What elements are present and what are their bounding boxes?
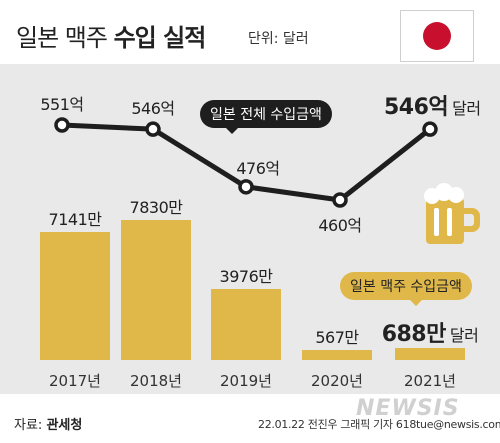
line-label-3: 460억 [318, 216, 362, 235]
title-bold: 수입 실적 [113, 24, 207, 52]
source-name: 관세청 [46, 418, 83, 433]
bar-3 [302, 349, 372, 360]
mug-body [426, 198, 464, 244]
line-point-3 [332, 192, 348, 208]
line-label-0: 551억 [40, 95, 84, 114]
credit-line: 22.01.22 전진우 그래픽 기자 618tue@newsis.com [258, 418, 500, 431]
x-tick-0: 2017년 [49, 372, 101, 390]
bar-2 [211, 288, 281, 360]
line-label-4: 546억 달러 [384, 95, 481, 121]
total-annotation: 일본 전체 수입금액 [200, 100, 332, 134]
watermark: NEWSIS [356, 396, 460, 421]
beer-annotation: 일본 맥주 수입금액 [340, 272, 472, 306]
chart-title: 일본 맥주 수입 실적 [16, 18, 207, 53]
line-point-0 [54, 117, 70, 133]
x-tick-1: 2018년 [130, 372, 182, 390]
line-label-2: 476억 [236, 158, 280, 178]
bar-label-2: 3976만 [219, 266, 273, 286]
bar-4 [395, 347, 465, 360]
beer-mug-icon [424, 183, 480, 244]
japan-flag-icon [400, 10, 474, 62]
mug-stripe-2 [447, 208, 452, 236]
source-line: 자료: 관세청 [14, 414, 82, 433]
line-label-1: 546억 [131, 99, 175, 119]
mug-stripe-1 [434, 208, 439, 236]
line-point-2 [238, 179, 254, 195]
line-point-1 [145, 121, 161, 137]
bar-label-0: 7141만 [48, 210, 102, 230]
bar-label-3: 567만 [315, 327, 359, 347]
x-tick-4: 2021년 [404, 372, 456, 390]
x-tick-2: 2019년 [220, 372, 272, 390]
flag-sun [423, 22, 451, 50]
line-point-4 [422, 121, 438, 137]
title-normal: 일본 맥주 [16, 24, 108, 52]
unit-label: 단위: 달러 [248, 31, 309, 47]
x-tick-3: 2020년 [311, 372, 363, 390]
bar-1 [121, 220, 191, 360]
source-prefix: 자료: [14, 418, 43, 433]
foam-3 [448, 187, 464, 203]
bar-label-4: 688만 달러 [381, 321, 479, 347]
bar-0 [40, 232, 110, 360]
mug-handle [464, 208, 480, 232]
bar-label-1: 7830만 [129, 198, 183, 217]
